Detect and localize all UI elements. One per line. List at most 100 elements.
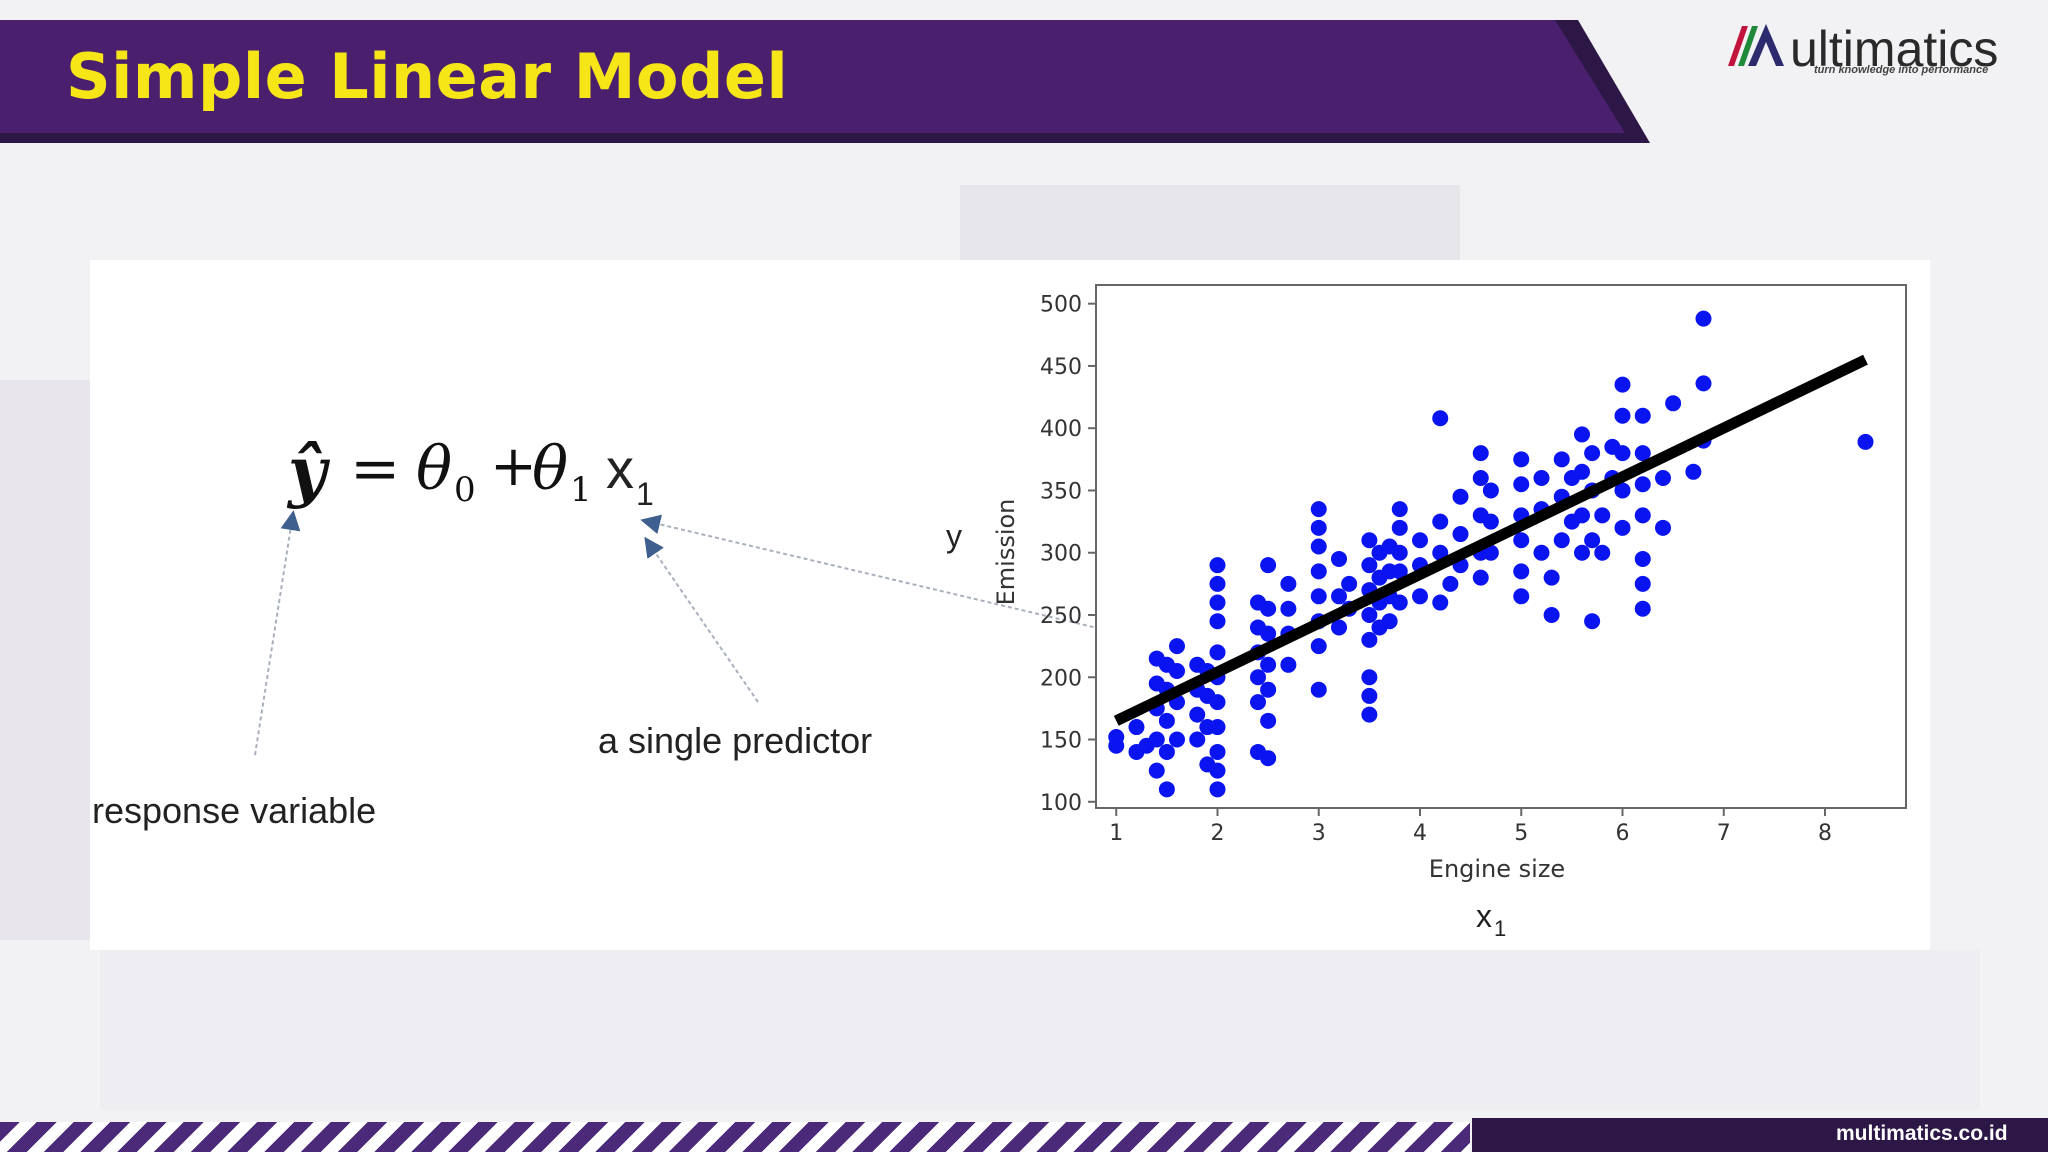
data-point [1260, 557, 1277, 574]
data-point [1361, 631, 1378, 648]
data-point [1391, 544, 1408, 561]
data-point [1148, 762, 1165, 779]
data-point [1169, 638, 1185, 655]
y-tick-label: 400 [1040, 417, 1082, 442]
data-point [1584, 613, 1601, 630]
data-point [1533, 470, 1550, 487]
data-point [1341, 575, 1358, 592]
data-point [1553, 532, 1570, 549]
data-point [1614, 407, 1631, 424]
data-point [1695, 375, 1712, 392]
logo-tagline: turn knowledge into performance [1814, 64, 1989, 76]
data-point [1432, 410, 1449, 427]
data-point [1513, 588, 1530, 605]
data-point [1584, 532, 1601, 549]
data-point [1260, 681, 1277, 698]
data-point [1655, 470, 1671, 487]
data-point [1189, 731, 1206, 748]
data-point [1452, 488, 1469, 505]
x-tick-label: 3 [1312, 821, 1326, 846]
x1-annotation-x: x [1476, 898, 1492, 934]
data-point [1391, 563, 1408, 580]
equation-sub0: 0 [454, 470, 476, 510]
data-point [1250, 694, 1266, 711]
data-point [1574, 507, 1590, 524]
data-point [1482, 482, 1499, 499]
data-point [1209, 781, 1226, 798]
regression-line [1113, 354, 1868, 726]
slide-title: Simple Linear Model [66, 40, 789, 113]
x-tick-label: 2 [1211, 821, 1225, 846]
data-point [1543, 569, 1560, 586]
data-point [1169, 731, 1185, 748]
data-point [1260, 712, 1277, 729]
equation-x1: x [606, 437, 634, 500]
data-point [1310, 681, 1327, 698]
data-point [1594, 507, 1611, 524]
plot-frame [1095, 284, 1907, 809]
data-point [1452, 526, 1469, 543]
x-tick-label: 6 [1616, 821, 1630, 846]
data-point [1260, 656, 1277, 673]
data-point [1310, 638, 1327, 655]
data-point [1391, 519, 1408, 536]
data-point [1412, 532, 1428, 549]
data-point [1108, 729, 1125, 746]
background-shape-bottom [100, 950, 1980, 1110]
data-point [1310, 501, 1327, 518]
data-point [1391, 594, 1408, 611]
data-point [1280, 656, 1297, 673]
data-point [1655, 519, 1671, 536]
equation-y-hat: ŷ [288, 432, 327, 510]
y-axis-ticks: 100 150 200 250 300 350 400 450 500 [1040, 293, 1096, 816]
data-point [1310, 538, 1327, 555]
data-point [1442, 575, 1459, 592]
data-point [1260, 625, 1277, 642]
single-predictor-label: a single predictor [598, 720, 873, 761]
y-tick-label: 250 [1040, 604, 1082, 629]
data-point [1361, 532, 1378, 549]
data-point [1412, 588, 1428, 605]
data-point [1513, 476, 1530, 493]
data-point [1472, 445, 1489, 462]
equation-equals: = [350, 434, 401, 504]
data-point [1361, 669, 1378, 686]
footer-url: multimatics.co.id [1836, 1122, 2008, 1145]
data-point [1665, 395, 1682, 412]
data-point [1209, 694, 1226, 711]
data-point [1634, 476, 1651, 493]
y-tick-label: 450 [1040, 355, 1082, 380]
header-bar [0, 20, 1650, 143]
equation-x1-sub: 1 [636, 476, 654, 512]
data-point [1260, 600, 1277, 617]
multimatics-logo: ultimatics turn knowledge into performan… [1728, 18, 2018, 82]
data-point [1209, 743, 1226, 760]
data-point [1574, 426, 1590, 443]
equation-theta0: θ [416, 434, 453, 504]
y-tick-label: 350 [1040, 479, 1082, 504]
data-point [1331, 588, 1347, 605]
y-tick-label: 100 [1040, 791, 1082, 816]
data-point [1857, 433, 1874, 450]
data-point [1533, 544, 1550, 561]
data-point [1513, 532, 1530, 549]
equation-theta1: θ [532, 434, 569, 504]
data-point [1260, 750, 1277, 767]
x-axis-label: Engine size [1429, 855, 1565, 883]
data-point [1250, 669, 1266, 686]
x-axis-ticks: 1 2 3 4 5 6 7 8 [1109, 808, 1832, 846]
data-point [1209, 594, 1226, 611]
data-point [1553, 451, 1570, 468]
data-point [1391, 501, 1408, 518]
y-tick-label: 200 [1040, 666, 1082, 691]
data-point [1472, 569, 1489, 586]
data-point [1209, 575, 1226, 592]
data-point [1209, 613, 1226, 630]
data-point [1169, 663, 1185, 680]
data-point [1280, 575, 1297, 592]
y-tick-label: 500 [1040, 293, 1082, 318]
data-point [1128, 719, 1145, 736]
data-point [1584, 445, 1601, 462]
data-point [1614, 445, 1631, 462]
